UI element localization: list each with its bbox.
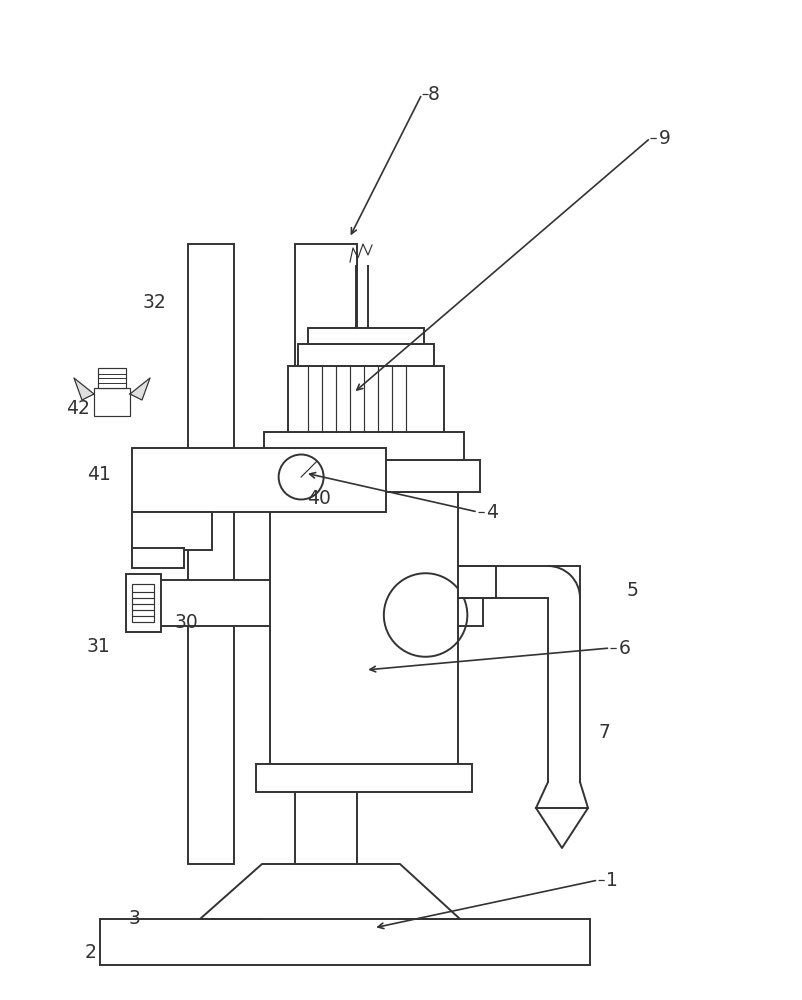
Polygon shape	[74, 378, 94, 400]
Text: 9: 9	[658, 128, 670, 147]
Text: 30: 30	[175, 612, 199, 632]
Text: 32: 32	[143, 292, 167, 312]
Text: 42: 42	[66, 398, 90, 418]
Text: 1: 1	[606, 870, 618, 890]
Bar	[132, 512, 212, 550]
Bar	[308, 328, 423, 344]
Bar	[248, 460, 480, 492]
Bar	[148, 580, 482, 626]
Text: 8: 8	[427, 85, 439, 104]
Text: 6: 6	[618, 639, 630, 658]
Bar	[132, 584, 154, 622]
Bar	[100, 919, 589, 965]
Text: 31: 31	[87, 637, 111, 656]
Bar	[269, 492, 457, 764]
Text: 4: 4	[485, 502, 497, 522]
Bar	[132, 448, 386, 512]
Text: 5: 5	[626, 580, 638, 599]
Bar	[94, 388, 130, 416]
Bar	[98, 368, 126, 388]
Polygon shape	[200, 864, 460, 919]
Text: 2: 2	[84, 942, 96, 962]
Bar	[457, 566, 496, 598]
Bar	[188, 244, 233, 864]
Bar	[126, 574, 160, 632]
Text: 40: 40	[306, 488, 330, 508]
Polygon shape	[130, 378, 150, 400]
Bar	[264, 432, 464, 460]
Bar	[256, 764, 472, 792]
Bar	[294, 244, 357, 864]
Bar	[288, 366, 444, 432]
Text: 41: 41	[87, 466, 111, 485]
Bar	[298, 344, 433, 366]
Bar	[132, 548, 184, 568]
Text: 7: 7	[597, 722, 610, 742]
Text: 3: 3	[128, 908, 140, 928]
